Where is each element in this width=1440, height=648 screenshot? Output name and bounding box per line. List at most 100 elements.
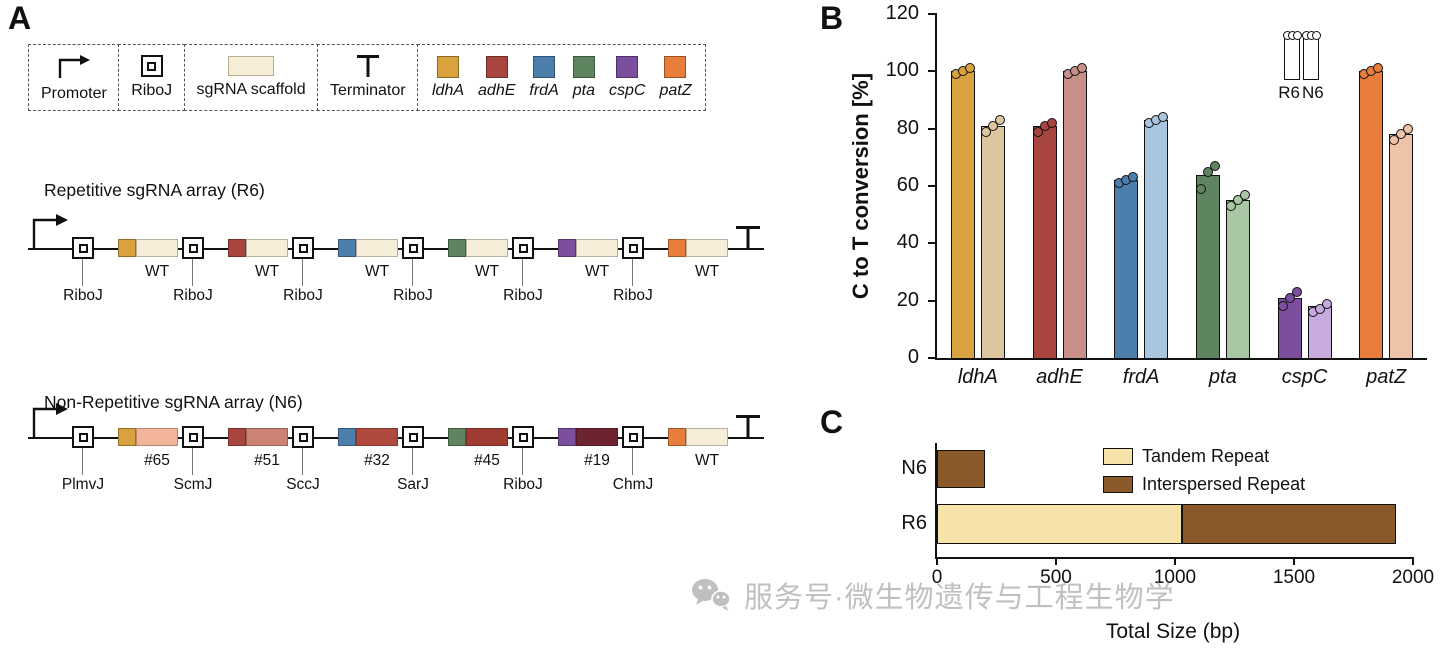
legend-terminator: Terminator bbox=[317, 44, 419, 111]
ribozyme-icon bbox=[622, 237, 644, 259]
x-category-label: pta bbox=[1208, 366, 1237, 388]
panel-c-plot: Tandem Repeat Interspersed Repeat N6 R6 0 5… bbox=[901, 443, 1434, 588]
riboj-inner-icon bbox=[408, 243, 418, 253]
spacer-swatch bbox=[448, 428, 466, 446]
riboj-inner-icon bbox=[518, 243, 528, 253]
legend-gene: adhE bbox=[478, 55, 515, 100]
ribozyme-label: PlmvJ bbox=[61, 476, 105, 493]
riboj-inner-icon bbox=[298, 432, 308, 442]
scaffold-swatch-icon bbox=[228, 56, 275, 76]
legend-gene: frdA bbox=[529, 55, 559, 100]
scaffold-label: WT bbox=[694, 263, 720, 280]
bar-n6-frdA bbox=[1144, 120, 1169, 358]
bar-r6-frdA bbox=[1114, 180, 1139, 358]
legend-promoter: Promoter bbox=[28, 44, 120, 111]
riboj-inner-icon bbox=[78, 432, 88, 442]
bar-r6-patZ bbox=[1359, 71, 1384, 358]
riboj-inner-icon bbox=[188, 432, 198, 442]
n6-title: Non-Repetitive sgRNA array (N6) bbox=[44, 392, 303, 412]
scaffold-label: WT bbox=[584, 263, 610, 280]
terminator-icon bbox=[736, 226, 760, 250]
riboj-inner-icon bbox=[628, 243, 638, 253]
x-tick bbox=[936, 557, 938, 565]
scaffold-label: #19 bbox=[584, 452, 610, 469]
data-point bbox=[1403, 123, 1414, 134]
legend-promoter-label: Promoter bbox=[41, 85, 107, 102]
data-point bbox=[1389, 135, 1400, 146]
spacer-swatch bbox=[668, 239, 686, 257]
data-point bbox=[1202, 166, 1213, 177]
scaffold-box bbox=[246, 239, 288, 257]
data-point bbox=[994, 115, 1005, 126]
data-point bbox=[1291, 287, 1302, 298]
y-tick-label: 120 bbox=[885, 2, 919, 24]
scaffold-label: #45 bbox=[474, 452, 500, 469]
ribozyme-label: RiboJ bbox=[173, 287, 213, 304]
connector-line bbox=[82, 448, 84, 475]
legend-scaffold: sgRNA scaffold bbox=[183, 44, 319, 111]
gene-name: pta bbox=[572, 81, 595, 99]
data-point bbox=[1195, 183, 1206, 194]
y-tick-label: 80 bbox=[896, 116, 919, 139]
legend-gene: ldhA bbox=[432, 55, 464, 100]
riboj-inner-icon bbox=[147, 61, 157, 71]
panel-b-y-axis-label: C to T conversion [%] bbox=[848, 72, 873, 300]
y-category-label: N6 bbox=[901, 457, 927, 479]
connector-line bbox=[412, 259, 414, 286]
ribozyme-icon bbox=[292, 426, 314, 448]
connector-line bbox=[632, 448, 634, 475]
riboj-inner-icon bbox=[408, 432, 418, 442]
data-point bbox=[1046, 117, 1057, 128]
x-tick-label: 1000 bbox=[1153, 567, 1197, 588]
legend-scaffold-label: sgRNA scaffold bbox=[196, 81, 306, 98]
legend-row-tandem: Tandem Repeat bbox=[1103, 446, 1305, 467]
legend-terminator-label: Terminator bbox=[330, 82, 406, 99]
data-point bbox=[1158, 112, 1169, 123]
spacer-swatch bbox=[118, 239, 136, 257]
connector-line bbox=[412, 448, 414, 475]
spacer-swatch bbox=[338, 239, 356, 257]
panel-c-legend: Tandem Repeat Interspersed Repeat bbox=[1103, 446, 1305, 502]
riboj-inner-icon bbox=[628, 432, 638, 442]
bar-n6-adhE bbox=[1062, 71, 1087, 358]
scaffold-box bbox=[136, 239, 178, 257]
y-tick bbox=[928, 13, 937, 15]
legend-bars bbox=[1263, 31, 1339, 80]
ribozyme-icon bbox=[292, 237, 314, 259]
x-tick-label: 2000 bbox=[1391, 567, 1435, 588]
scaffold-label: WT bbox=[694, 452, 720, 469]
scaffold-box bbox=[136, 428, 178, 446]
y-tick-label: 100 bbox=[885, 59, 919, 82]
legend-riboj: RiboJ bbox=[118, 44, 186, 111]
r6-construct: RiboJ WT RiboJ WT RiboJ WT RiboJ WT RiboJ WT RiboJ… bbox=[28, 214, 764, 320]
ribozyme-icon bbox=[72, 237, 94, 259]
scaffold-box bbox=[466, 428, 508, 446]
ribozyme-icon bbox=[402, 426, 424, 448]
ribozyme-icon bbox=[512, 237, 534, 259]
data-point bbox=[987, 120, 998, 131]
scaffold-box bbox=[686, 428, 728, 446]
y-tick bbox=[928, 185, 937, 187]
y-tick-label: 0 bbox=[907, 346, 919, 368]
riboj-inner-icon bbox=[78, 243, 88, 253]
y-tick bbox=[928, 127, 937, 130]
gene-swatch bbox=[572, 55, 595, 78]
scaffold-label: #32 bbox=[364, 452, 390, 469]
legend-gene: patZ bbox=[659, 55, 691, 100]
x-category-label: ldhA bbox=[957, 366, 998, 388]
y-tick bbox=[928, 70, 937, 73]
connector-line bbox=[192, 448, 194, 475]
x-category-label: cspC bbox=[1281, 366, 1328, 388]
gene-swatch bbox=[616, 55, 639, 78]
x-category-label: patZ bbox=[1366, 366, 1407, 388]
panel-c-label: C bbox=[820, 404, 844, 440]
connector-line bbox=[192, 259, 194, 286]
ribozyme-label: ChmJ bbox=[612, 476, 654, 493]
spacer-swatch bbox=[338, 428, 356, 446]
ribozyme-icon bbox=[512, 426, 534, 448]
scaffold-box bbox=[466, 239, 508, 257]
y-tick bbox=[928, 357, 937, 359]
data-point bbox=[980, 126, 991, 137]
ribozyme-icon bbox=[182, 426, 204, 448]
legend-bar-r6 bbox=[1282, 31, 1302, 80]
